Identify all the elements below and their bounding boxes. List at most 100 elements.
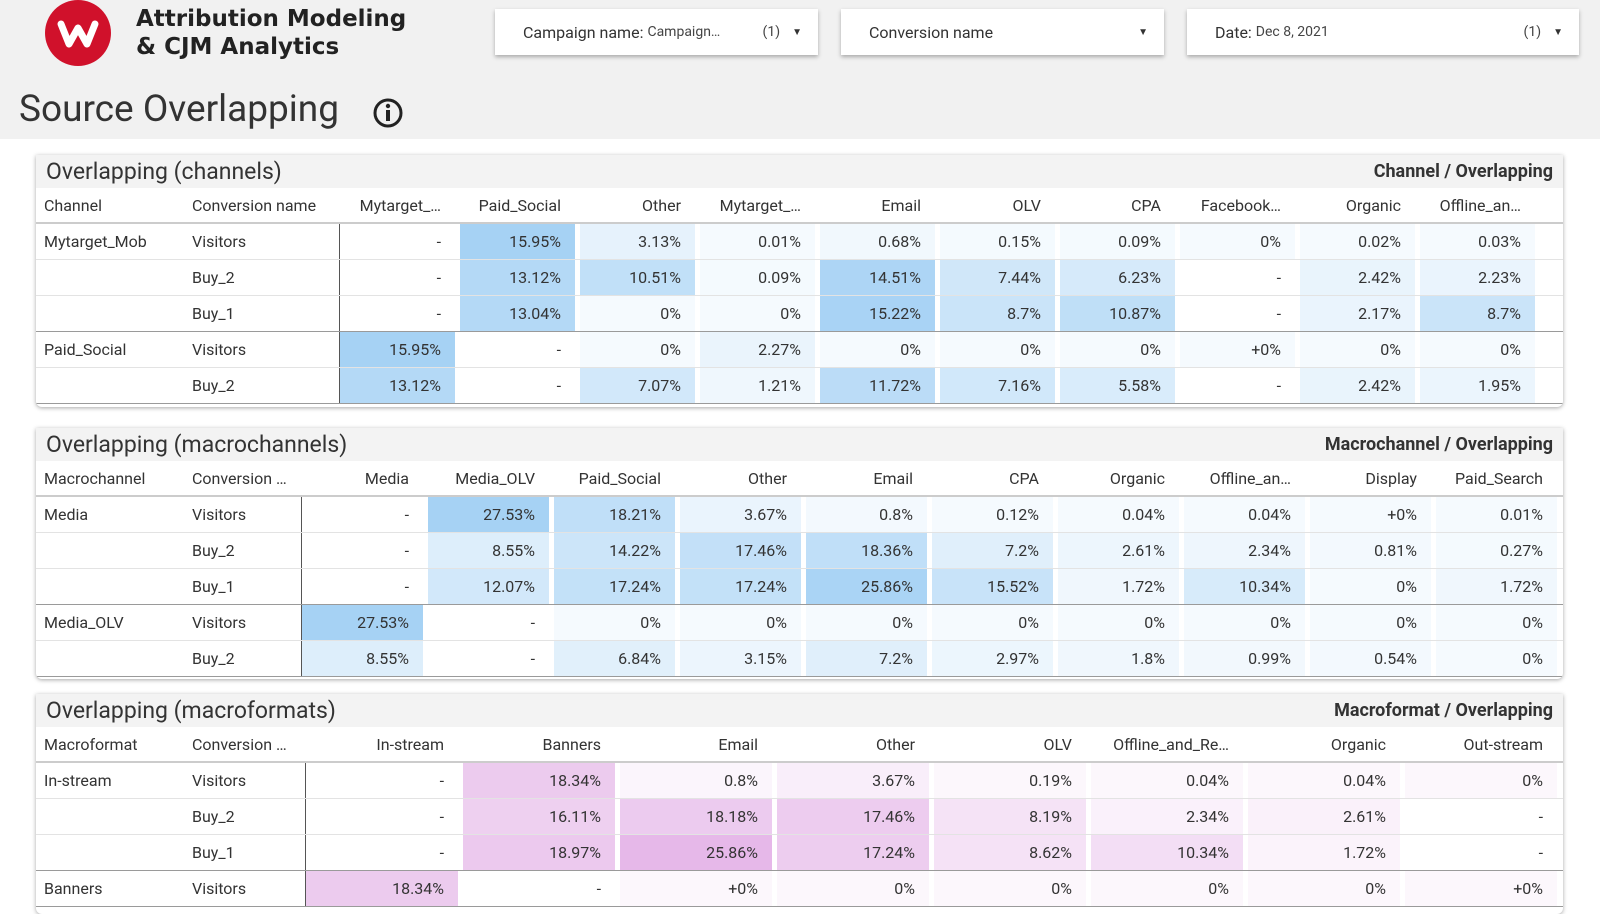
table-panel: Overlapping (macroformats) Macroformat / … [36,694,1563,914]
table-cell: - [1538,807,1543,826]
brand-title: & CJM Analytics [136,34,340,60]
conversion-label: Visitors [184,871,306,906]
table-row: Mytarget_Mob Visitors -15.95% 3.13% 0.01% 0.6… [36,224,1563,260]
conversion-label: Visitors [184,497,302,532]
table-cell: 0.04% [1184,497,1305,532]
table-cell: 11.72% [820,368,935,403]
conversion-label: Visitors [184,763,306,798]
table-cell: 0.04% [1248,763,1400,798]
table-cell: 0% [554,605,675,640]
conversion-label: Buy_1 [184,835,306,870]
panel-title: Overlapping (macroformats) [46,697,336,724]
table-cell: - [530,649,535,668]
table-row: In-stream Visitors -18.34% 0.8% 3.67% 0.19% 0.… [36,763,1563,799]
filter-dropdown[interactable]: Date: Dec 8, 2021 (1) ▼ [1187,9,1579,55]
table-cell: 0.15% [940,224,1055,259]
table-cell: 0% [1180,224,1295,259]
column-header: Offline_and_Re… [1113,734,1229,754]
table-cell: - [1276,304,1281,323]
column-header: Conversion … [192,468,287,488]
table-cell: 10.51% [580,260,695,295]
conversion-label: Visitors [184,332,340,367]
table-row: Buy_2 8.55% -6.84% 3.15% 7.2% 2.97% 1.8% 0.99% 0… [36,641,1563,677]
table-cell: 10.87% [1060,296,1175,331]
header-row: Macroformat Conversion … In-stream Banners E… [36,727,1563,763]
table-cell: 17.24% [777,835,929,870]
table-row: Buy_2 13.12% -7.07% 1.21% 11.72% 7.16% 5.58% -2… [36,368,1563,404]
table-cell: 18.21% [554,497,675,532]
table-cell: 0% [700,296,815,331]
filter-label: Date: [1215,22,1252,42]
column-header: Media_OLV [455,468,535,488]
table-cell: 18.97% [463,835,615,870]
panel-title-bar: Overlapping (macroformats) Macroformat / … [36,694,1563,727]
table-cell: 2.23% [1420,260,1535,295]
table-cell: 0.99% [1184,641,1305,676]
column-header: Organic [1330,734,1386,754]
table-cell: 8.19% [934,799,1086,834]
table-cell: 2.61% [1058,533,1179,568]
table-row: Paid_Social Visitors 15.95% -0% 2.27% 0% 0% 0% +… [36,332,1563,368]
table-cell: 3.13% [580,224,695,259]
table-cell: 0% [1405,763,1557,798]
table-cell: +0% [1310,497,1431,532]
filter-label: Campaign name: [523,22,644,42]
filter-count: (1) [1523,24,1542,40]
column-header: Paid_Social [478,195,561,215]
column-header: Conversion … [192,734,287,754]
table-cell: 17.24% [554,569,675,604]
table-cell: 0% [1436,641,1557,676]
table-cell: - [556,376,561,395]
top-bar: Attribution Modeling & CJM Analytics Cam… [0,0,1600,69]
table-cell: 2.17% [1300,296,1415,331]
conversion-label: Buy_2 [184,799,306,834]
header-row: Macrochannel Conversion … Media Media_OLV Pa… [36,461,1563,497]
group-spacer [36,569,184,604]
column-header: CPA [1009,468,1039,488]
group-label: Paid_Social [44,340,127,359]
column-header: Organic [1345,195,1401,215]
table-cell: 0.09% [1060,224,1175,259]
info-icon[interactable] [372,97,404,129]
dropdown-arrow: ▼ [1553,26,1563,38]
table-cell: - [439,843,444,862]
table-cell: - [596,879,601,898]
table-cell: - [436,268,441,287]
table-cell: - [556,340,561,359]
table-cell: 14.51% [820,260,935,295]
column-header: OLV [1012,195,1041,215]
table-cell: 13.12% [460,260,575,295]
table-cell: 7.44% [940,260,1055,295]
table-row: Buy_2 -8.55% 14.22% 17.46% 18.36% 7.2% 2.61% 2.… [36,533,1563,569]
table-cell: 15.95% [460,224,575,259]
table-cell: 0% [932,605,1053,640]
table-cell: 0% [580,332,695,367]
group-spacer [36,533,184,568]
table-row: Buy_1-13.04% 0% 0% 15.22% 8.7% 10.87% -2.17% 8.… [36,296,1563,332]
filter-dropdown[interactable]: Conversion name ▼ [841,9,1164,55]
table-cell: 0.03% [1420,224,1535,259]
table-cell: 2.42% [1300,368,1415,403]
column-header: Email [718,734,758,754]
table-cell: 0.02% [1300,224,1415,259]
table-cell: 27.53% [428,497,549,532]
table-row: Buy_1-12.07% 17.24% 17.24% 25.86% 15.52% 1.72… [36,569,1563,605]
column-header: Facebook… [1200,195,1281,215]
table-cell: 0.04% [1091,763,1243,798]
table-cell: 1.72% [1058,569,1179,604]
table-cell: 18.34% [463,763,615,798]
group-spacer [36,260,184,295]
table-panel: Overlapping (channels) Channel / Overlapp… [36,155,1563,407]
filter-dropdown[interactable]: Campaign name: Campaign… (1) ▼ [495,9,818,55]
group-spacer [36,368,184,403]
panel-subtitle: Macrochannel / Overlapping [1324,434,1553,455]
table-cell: - [1276,376,1281,395]
table-cell: 8.7% [940,296,1055,331]
table-cell: 0.04% [1058,497,1179,532]
table-cell: 0.19% [934,763,1086,798]
table-cell: 13.04% [460,296,575,331]
column-header: Out-stream [1463,734,1543,754]
table-cell: 17.46% [777,799,929,834]
conversion-label: Buy_2 [184,260,340,295]
